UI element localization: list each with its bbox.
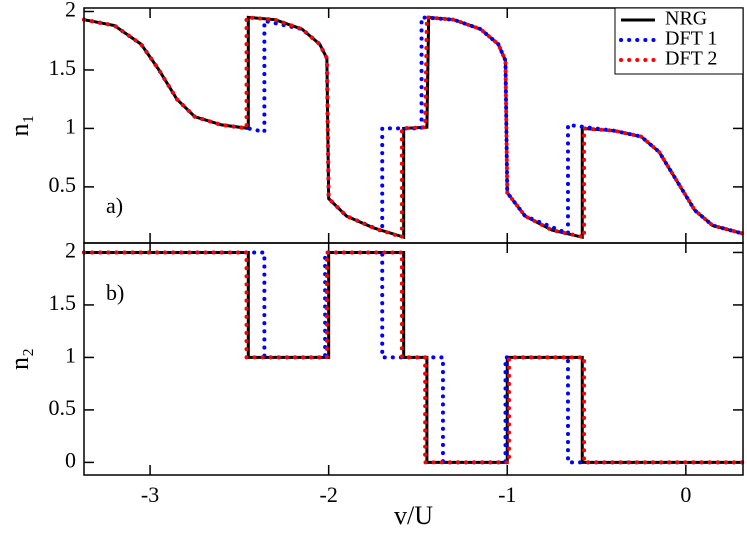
legend-label: NRG (665, 8, 707, 30)
y-tick-label: 0.5 (49, 172, 77, 197)
y-axis-label: n₂ (5, 348, 34, 370)
annotation: a) (106, 193, 123, 218)
y-tick-label: 2 (65, 237, 76, 262)
y-axis-label: n₁ (5, 114, 34, 136)
data-line (82, 15, 745, 240)
legend-label: DFT 2 (665, 48, 717, 70)
plot-frame (83, 242, 744, 476)
x-axis-label: v/U (394, 501, 433, 530)
x-tick-label: 0 (680, 482, 691, 507)
y-tick-label: 0.5 (49, 395, 77, 420)
annotation: b) (106, 280, 124, 305)
x-tick-label: -3 (141, 482, 159, 507)
legend-label: DFT 1 (665, 28, 717, 50)
x-tick-label: -2 (320, 482, 338, 507)
y-tick-label: 1 (65, 113, 76, 138)
data-line (84, 250, 743, 464)
y-tick-label: 1.5 (49, 290, 77, 315)
y-tick-label: 1.5 (49, 55, 77, 80)
y-tick-label: 0 (65, 447, 76, 472)
y-tick-label: 1 (65, 342, 76, 367)
x-tick-label: -1 (498, 482, 516, 507)
data-line (82, 250, 745, 465)
y-tick-label: 2 (65, 0, 76, 22)
